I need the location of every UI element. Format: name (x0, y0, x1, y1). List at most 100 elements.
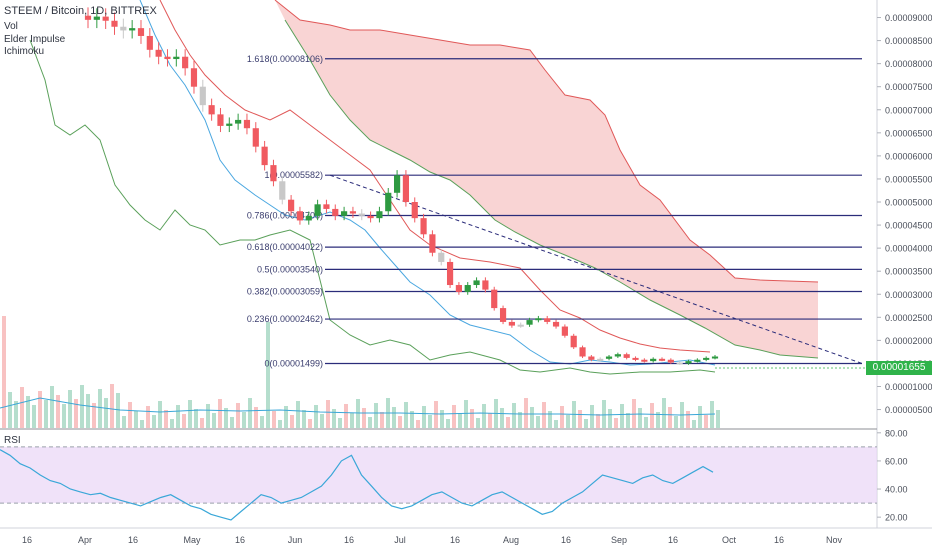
indicator-vol[interactable]: Vol (4, 21, 18, 32)
volume-bar (2, 316, 6, 428)
trend-line (329, 174, 863, 364)
volume-bar (62, 404, 66, 428)
price-tick-label: 0.00006500 (885, 128, 932, 138)
volume-bar (428, 415, 432, 428)
symbol-title[interactable]: STEEM / Bitcoin, 1D, BITTREX (4, 5, 157, 17)
volume-bar (692, 420, 696, 428)
volume-bar (500, 408, 504, 428)
candle-body (482, 280, 489, 290)
fib-level-label: 0.5(0.00003540) (257, 264, 323, 274)
volume-bar (26, 396, 30, 428)
candle-body (711, 356, 719, 359)
rsi-tick-label: 40.00 (885, 485, 908, 495)
volume-bar (632, 399, 636, 428)
indicator-ichimoku[interactable]: Ichimoku (4, 46, 45, 57)
candle-body (288, 199, 295, 212)
volume-bar (452, 405, 456, 428)
time-tick-label: Nov (826, 535, 843, 545)
volume-bar (122, 416, 126, 428)
indicator-elder-impulse[interactable]: Elder Impulse (4, 34, 66, 45)
rsi-tick-label: 80.00 (885, 428, 908, 438)
rsi-band (0, 446, 877, 504)
candle-body (93, 16, 100, 20)
volume-bar (242, 412, 246, 428)
volume-bar (200, 418, 204, 428)
candle-body (535, 318, 542, 321)
candle-body (641, 359, 648, 362)
candle-body (305, 215, 312, 221)
volume-bar (602, 400, 606, 428)
candle-body (314, 204, 321, 216)
volume-bar (134, 411, 138, 428)
volume-bar (212, 413, 216, 428)
candle-body (570, 335, 577, 348)
time-tick-label: Aug (503, 535, 519, 545)
candle-body (393, 175, 401, 193)
candle-body (605, 356, 613, 359)
time-tick-label: 16 (235, 535, 245, 545)
time-tick-label: 16 (22, 535, 32, 545)
volume-bar (644, 417, 648, 428)
volume-bar (416, 420, 420, 428)
volume-bar (584, 419, 588, 428)
candle-body (270, 165, 277, 182)
volume-bar (356, 399, 360, 428)
volume-bar (464, 400, 468, 428)
kumo-cloud (275, 0, 818, 358)
volume-bar (170, 419, 174, 428)
volume-bar (350, 413, 354, 428)
volume-bar (158, 401, 162, 428)
price-tick-label: 0.00004000 (885, 244, 932, 254)
volume-ma-line (0, 397, 716, 416)
rsi-label[interactable]: RSI (4, 435, 21, 446)
volume-bar (248, 398, 252, 428)
volume-bar (80, 385, 84, 428)
volume-bar (668, 407, 672, 428)
price-tick-label: 0.00008000 (885, 59, 932, 69)
volume-bar (596, 414, 600, 428)
candle-body (208, 105, 215, 115)
candle-body (544, 318, 551, 322)
rsi-line (0, 449, 714, 521)
price-tick-label: 0.00008500 (885, 36, 932, 46)
volume-bar (554, 420, 558, 428)
volume-bar (224, 408, 228, 428)
volume-bar (20, 387, 24, 428)
time-tick-label: 16 (668, 535, 678, 545)
candle-body (561, 326, 568, 336)
candle-body (111, 20, 118, 27)
volume-bar (236, 403, 240, 428)
candle-body (385, 192, 392, 212)
volume-bar (482, 404, 486, 428)
candle-body (102, 16, 109, 21)
volume-bar (536, 416, 540, 428)
candle-body (376, 211, 383, 219)
volume-bar (308, 419, 312, 428)
volume-bar (650, 403, 654, 428)
volume-bar (68, 390, 72, 428)
kijun-sen (159, 0, 711, 353)
volume-bar (698, 406, 702, 428)
candle-body (429, 234, 436, 253)
volume-bar (8, 392, 12, 428)
candle-body (146, 35, 153, 50)
candle-body (349, 211, 357, 214)
candle-body (552, 321, 560, 327)
volume-bar (302, 410, 306, 428)
chikou-span (29, 39, 716, 375)
volume-bar (368, 417, 372, 428)
candle-body (526, 320, 533, 325)
volume-bar (620, 404, 624, 428)
volume-bar (608, 409, 612, 428)
volume-bar (296, 401, 300, 428)
volume-bar (614, 418, 618, 428)
time-tick-label: 16 (450, 535, 460, 545)
price-tick-label: 0.00001000 (885, 382, 932, 392)
volume-bar (530, 407, 534, 428)
volume-bar (422, 406, 426, 428)
fib-level-label: 0.382(0.00003059) (247, 287, 323, 297)
volume-bar (638, 408, 642, 428)
volume-bar (32, 405, 36, 428)
volume-bar (686, 411, 690, 428)
